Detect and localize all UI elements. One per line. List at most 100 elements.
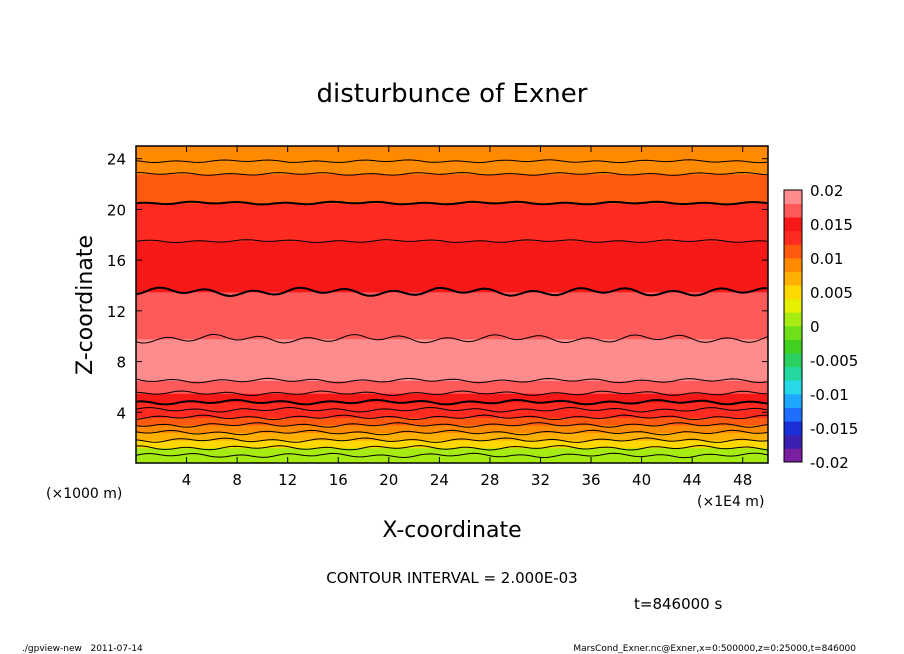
colorbar-swatch (784, 258, 802, 272)
contour-line (136, 406, 768, 413)
contour-band (136, 380, 768, 394)
contour-interval: CONTOUR INTERVAL = 2.000E-03 (326, 569, 577, 587)
contour-band (136, 416, 768, 426)
y-tick-label: 16 (107, 252, 126, 270)
x-tick-label: 24 (430, 471, 449, 489)
colorbar-swatch (784, 434, 802, 449)
contour-band (136, 392, 768, 403)
contour-band (136, 173, 768, 188)
contour-band (136, 291, 768, 318)
footer-right: MarsCond_Exner.nc@Exner,x=0:500000,z=0:2… (573, 644, 856, 654)
x-tick-label: 12 (278, 471, 297, 489)
x-axis: 4 8 12 16 20 24 28 32 36 40 44 48 (182, 146, 752, 489)
colorbar-frame (783, 189, 803, 463)
plot-frame (135, 145, 769, 464)
colorbar-label: 0.02 (810, 182, 843, 200)
colorbar-swatch (784, 285, 802, 300)
x-tick-label: 48 (733, 471, 752, 489)
y-tick-label: 4 (116, 404, 126, 422)
colorbar-swatch (784, 190, 802, 204)
contour-line (136, 159, 768, 164)
contour-line (136, 239, 768, 244)
colorbar-swatch (784, 217, 802, 232)
colorbar-label: -0.015 (810, 420, 858, 438)
contour-line (136, 377, 768, 384)
x-unit-right: (×1E4 m) (697, 494, 764, 510)
y-axis-label: Z-coordinate (73, 235, 98, 375)
x-tick-label: 20 (379, 471, 398, 489)
colorbar-swatch (784, 394, 802, 408)
contour-band (136, 146, 768, 162)
contour-line (136, 452, 768, 459)
x-tick-label: 8 (232, 471, 242, 489)
x-axis-label: X-coordinate (382, 518, 521, 543)
contour-band (136, 424, 768, 434)
contour-line (136, 444, 768, 451)
contour-band (136, 240, 768, 267)
contour-line (136, 286, 768, 298)
contour-band (136, 454, 768, 463)
plot-area (136, 146, 768, 463)
x-tick-label: 16 (329, 471, 348, 489)
contour-band (136, 338, 768, 363)
colorbar-swatch (784, 380, 802, 395)
contour-band (136, 447, 768, 456)
colorbar-swatch (784, 326, 802, 340)
contour-band (136, 186, 768, 204)
time-label: t=846000 s (634, 595, 722, 613)
footer-left: ./gpview-new 2011-07-14 (22, 644, 143, 654)
contour-band (136, 202, 768, 223)
colorbar-swatch (784, 407, 802, 422)
x-tick-label: 36 (581, 471, 600, 489)
colorbar-label: 0.005 (810, 284, 853, 302)
contour-line (136, 200, 768, 206)
colorbar-label: 0 (810, 318, 820, 336)
chart-title: disturbunce of Exner (317, 79, 588, 109)
x-unit-left: (×1000 m) (46, 486, 122, 502)
colorbar-label: -0.005 (810, 352, 858, 370)
contour-band (136, 432, 768, 441)
colorbar-swatch (784, 421, 802, 436)
colorbar-swatch (784, 353, 802, 368)
contour-band (136, 361, 768, 382)
contour-band (136, 160, 768, 175)
y-tick-label: 20 (107, 201, 126, 219)
contour-line (136, 333, 768, 344)
colorbar-swatch (784, 366, 802, 381)
y-axis: 4 8 12 16 20 24 (107, 151, 768, 422)
contour-line (136, 390, 768, 397)
colorbar-label: 0.015 (810, 216, 853, 234)
contour-band (136, 439, 768, 449)
contour-band (136, 316, 768, 340)
y-tick-label: 8 (116, 354, 126, 372)
x-tick-label: 32 (531, 471, 550, 489)
contour-line (136, 171, 768, 176)
contour-band (136, 401, 768, 411)
colorbar-swatch (784, 244, 802, 259)
colorbar-swatch (784, 339, 802, 354)
x-tick-label: 28 (480, 471, 499, 489)
contour-band (136, 409, 768, 418)
colorbar-swatch (784, 230, 802, 245)
contour-band (136, 221, 768, 242)
y-tick-label: 24 (107, 151, 126, 169)
contour-line (136, 429, 768, 436)
colorbar-label: 0.01 (810, 250, 843, 268)
colorbar-swatch (784, 298, 802, 313)
colorbar (783, 189, 803, 463)
y-tick-label: 12 (107, 303, 126, 321)
colorbar-labels: 0.02 0.015 0.01 0.005 0 -0.005 -0.01 -0.015 -0.0… (810, 182, 858, 472)
contour-band (136, 265, 768, 293)
contour-line (136, 422, 768, 428)
x-tick-label: 44 (683, 471, 702, 489)
x-tick-label: 4 (182, 471, 192, 489)
colorbar-label: -0.02 (810, 454, 849, 472)
x-tick-label: 40 (632, 471, 651, 489)
colorbar-swatch (784, 312, 802, 327)
contour-line (136, 414, 768, 421)
colorbar-label: -0.01 (810, 386, 849, 404)
colorbar-swatch (784, 203, 802, 218)
colorbar-swatch (784, 448, 802, 463)
colorbar-swatch (784, 271, 802, 286)
contour-line (136, 437, 768, 443)
